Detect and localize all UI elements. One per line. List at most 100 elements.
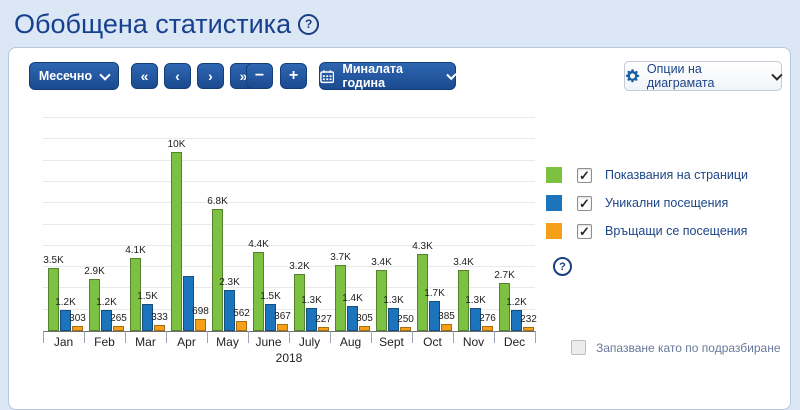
bar-aug-s2 — [359, 326, 370, 331]
page-title: Обобщена статистика — [14, 8, 292, 39]
bar-aug-s0 — [335, 265, 346, 331]
bar-value-label: 3.4K — [371, 257, 392, 268]
x-axis-tick — [453, 331, 454, 343]
zoom-in-button[interactable]: + — [280, 63, 307, 89]
x-axis-tick — [494, 331, 495, 343]
x-axis-tick — [371, 331, 372, 343]
x-axis-tick — [207, 331, 208, 343]
legend-list: ✓ Показвания на страници ✓ Уникални посещен… — [546, 167, 748, 239]
gridline — [43, 159, 535, 161]
bar-july-s1 — [306, 308, 317, 331]
gridline — [43, 202, 535, 204]
title-help-icon[interactable]: ? — [298, 13, 320, 35]
x-tick-label: Dec — [503, 335, 526, 349]
legend-label: Показвания на страници — [605, 168, 749, 182]
bar-value-label: 333 — [151, 312, 168, 323]
gridline — [43, 287, 535, 289]
bar-july-s2 — [318, 327, 329, 331]
bar-july-s0 — [294, 274, 305, 331]
bar-dec-s1 — [511, 310, 522, 331]
bar-value-label: 232 — [520, 314, 537, 325]
chart-legend: ✓ Показвания на страници ✓ Уникални посещен… — [546, 167, 748, 276]
bar-value-label: 6.8K — [207, 196, 228, 207]
gridline — [43, 244, 535, 246]
bar-value-label: 227 — [315, 314, 332, 325]
save-default-label: Запазване като по подразбиране — [596, 340, 781, 355]
bar-value-label: 1.3K — [383, 295, 404, 306]
x-axis-year: 2018 — [275, 351, 303, 365]
legend-help-icon[interactable]: ? — [553, 257, 572, 276]
bar-value-label: 3.4K — [453, 257, 474, 268]
nav-first-button[interactable]: « — [131, 63, 158, 89]
gear-icon — [625, 69, 640, 83]
x-tick-label: Nov — [462, 335, 485, 349]
range-dropdown-label: Миналата година — [342, 62, 403, 90]
bar-value-label: 3.7K — [330, 252, 351, 263]
bar-oct-s2 — [441, 324, 452, 331]
bar-value-label: 367 — [274, 311, 291, 322]
chevron-down-icon — [445, 69, 457, 80]
bar-value-label: 305 — [356, 313, 373, 324]
bar-apr-s1 — [183, 276, 194, 331]
period-dropdown[interactable]: Месечно — [29, 62, 119, 90]
legend-item: ✓ Уникални посещения — [546, 195, 748, 211]
bar-june-s1 — [265, 304, 276, 331]
x-tick-label: Jan — [53, 335, 74, 349]
save-default-checkbox[interactable] — [571, 340, 586, 355]
plot-area: 3.5K 2.9K 4.1K 10K 6.8K 4.4K 3.2K 3.7K 3.4K 4.3K 3… — [43, 117, 537, 343]
bar-value-label: 1.2K — [55, 297, 76, 308]
legend-checkbox[interactable]: ✓ — [577, 223, 592, 239]
bar-mar-s0 — [130, 258, 141, 331]
x-tick-label: Aug — [339, 335, 362, 349]
legend-swatch — [546, 195, 562, 211]
range-dropdown[interactable]: Миналата година — [319, 62, 457, 90]
bar-value-label: 2.3K — [219, 277, 240, 288]
chevron-down-icon — [771, 68, 783, 81]
x-axis-tick — [535, 331, 536, 343]
x-axis-tick — [43, 331, 44, 343]
bar-nov-s0 — [458, 270, 469, 331]
save-default-row: Запазване като по подразбиране — [571, 340, 781, 355]
bar-apr-s0 — [171, 152, 182, 331]
bar-value-label: 1.3K — [301, 295, 322, 306]
x-tick-label: July — [298, 335, 321, 349]
bar-june-s2 — [277, 324, 288, 331]
bar-value-label: 3.5K — [43, 255, 64, 266]
minus-icon: − — [254, 67, 265, 84]
bar-value-label: 385 — [438, 311, 455, 322]
bar-value-label: 4.4K — [248, 239, 269, 250]
nav-next-button[interactable]: › — [197, 63, 224, 89]
bar-june-s0 — [253, 252, 264, 331]
bar-oct-s1 — [429, 301, 440, 331]
x-tick-label: Sept — [379, 335, 404, 349]
calendar-icon — [320, 69, 335, 83]
bar-nov-s2 — [482, 326, 493, 331]
x-axis-tick — [412, 331, 413, 343]
zoom-out-button[interactable]: − — [246, 63, 273, 89]
bar-may-s2 — [236, 321, 247, 331]
bar-feb-s2 — [113, 326, 124, 331]
x-tick-label: Mar — [135, 335, 156, 349]
x-axis-tick — [125, 331, 126, 343]
period-dropdown-label: Месечно — [38, 69, 93, 83]
chart-options-dropdown[interactable]: Опции на диаграмата — [624, 61, 783, 91]
bar-value-label: 2.9K — [84, 266, 105, 277]
bar-sept-s0 — [376, 270, 387, 331]
x-axis-tick — [84, 331, 85, 343]
x-tick-label: Feb — [94, 335, 115, 349]
bar-value-label: 1.5K — [260, 291, 281, 302]
legend-checkbox[interactable]: ✓ — [577, 167, 592, 183]
x-axis-tick — [166, 331, 167, 343]
bar-value-label: 1.2K — [506, 297, 527, 308]
page-title-row: Обобщена статистика ? — [14, 2, 320, 46]
bar-value-label: 4.1K — [125, 245, 146, 256]
legend-swatch — [546, 167, 562, 183]
legend-checkbox[interactable]: ✓ — [577, 195, 592, 211]
nav-prev-button[interactable]: ‹ — [164, 63, 191, 89]
bar-feb-s0 — [89, 279, 100, 331]
bar-value-label: 303 — [69, 313, 86, 324]
legend-item: ✓ Показвания на страници — [546, 167, 748, 183]
bar-may-s0 — [212, 209, 223, 331]
legend-swatch — [546, 223, 562, 239]
bar-value-label: 1.3K — [465, 295, 486, 306]
